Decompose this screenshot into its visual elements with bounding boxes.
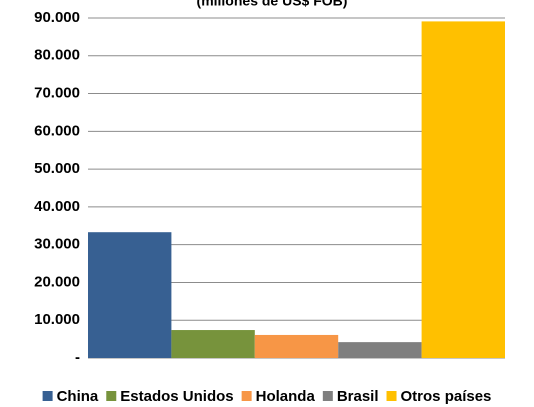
bar [421, 21, 505, 359]
legend-swatch [42, 391, 53, 401]
legend-label: Brasil [337, 388, 379, 405]
legend-label: Estados Unidos [120, 388, 233, 405]
bar [254, 334, 339, 358]
legend-swatch [106, 391, 117, 401]
y-tick-label: 20.000 [34, 273, 80, 290]
legend-swatch [322, 391, 333, 401]
legend-label: Holanda [256, 388, 316, 405]
y-tick-label: 80.000 [34, 47, 80, 64]
legend-label: China [57, 388, 99, 405]
y-tick-label: 90.000 [34, 9, 80, 26]
y-tick-label: 60.000 [34, 122, 80, 139]
y-tick-label: 50.000 [34, 160, 80, 177]
y-tick-label: - [75, 349, 80, 366]
bar [338, 342, 422, 358]
legend-swatch [241, 391, 252, 401]
legend-swatch [386, 391, 397, 401]
y-tick-label: 40.000 [34, 198, 80, 215]
chart-title: (millones de US$ FOB) [197, 0, 348, 9]
bar [171, 330, 255, 358]
legend-label: Otros países [401, 388, 492, 405]
y-tick-label: 30.000 [34, 236, 80, 253]
bar [88, 232, 172, 358]
y-tick-label: 10.000 [34, 311, 80, 328]
y-tick-label: 70.000 [34, 85, 80, 102]
